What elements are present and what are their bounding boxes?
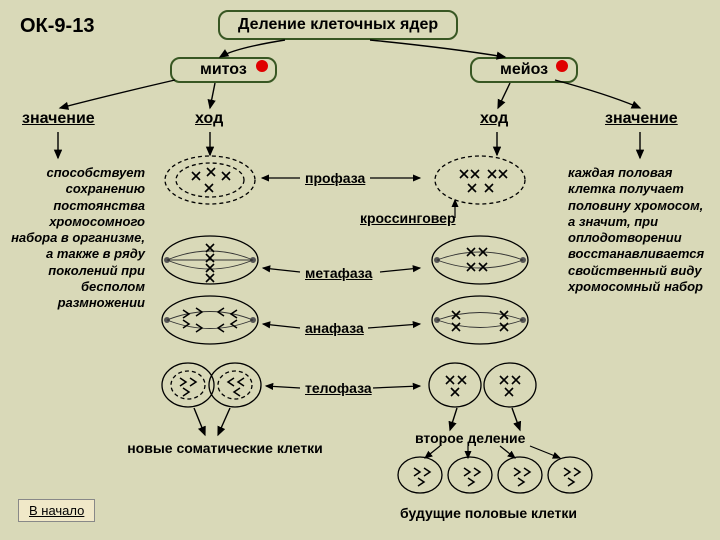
diagram-canvas <box>0 0 720 540</box>
red-dot-meiosis <box>556 60 568 72</box>
red-dot-mitosis <box>256 60 268 72</box>
